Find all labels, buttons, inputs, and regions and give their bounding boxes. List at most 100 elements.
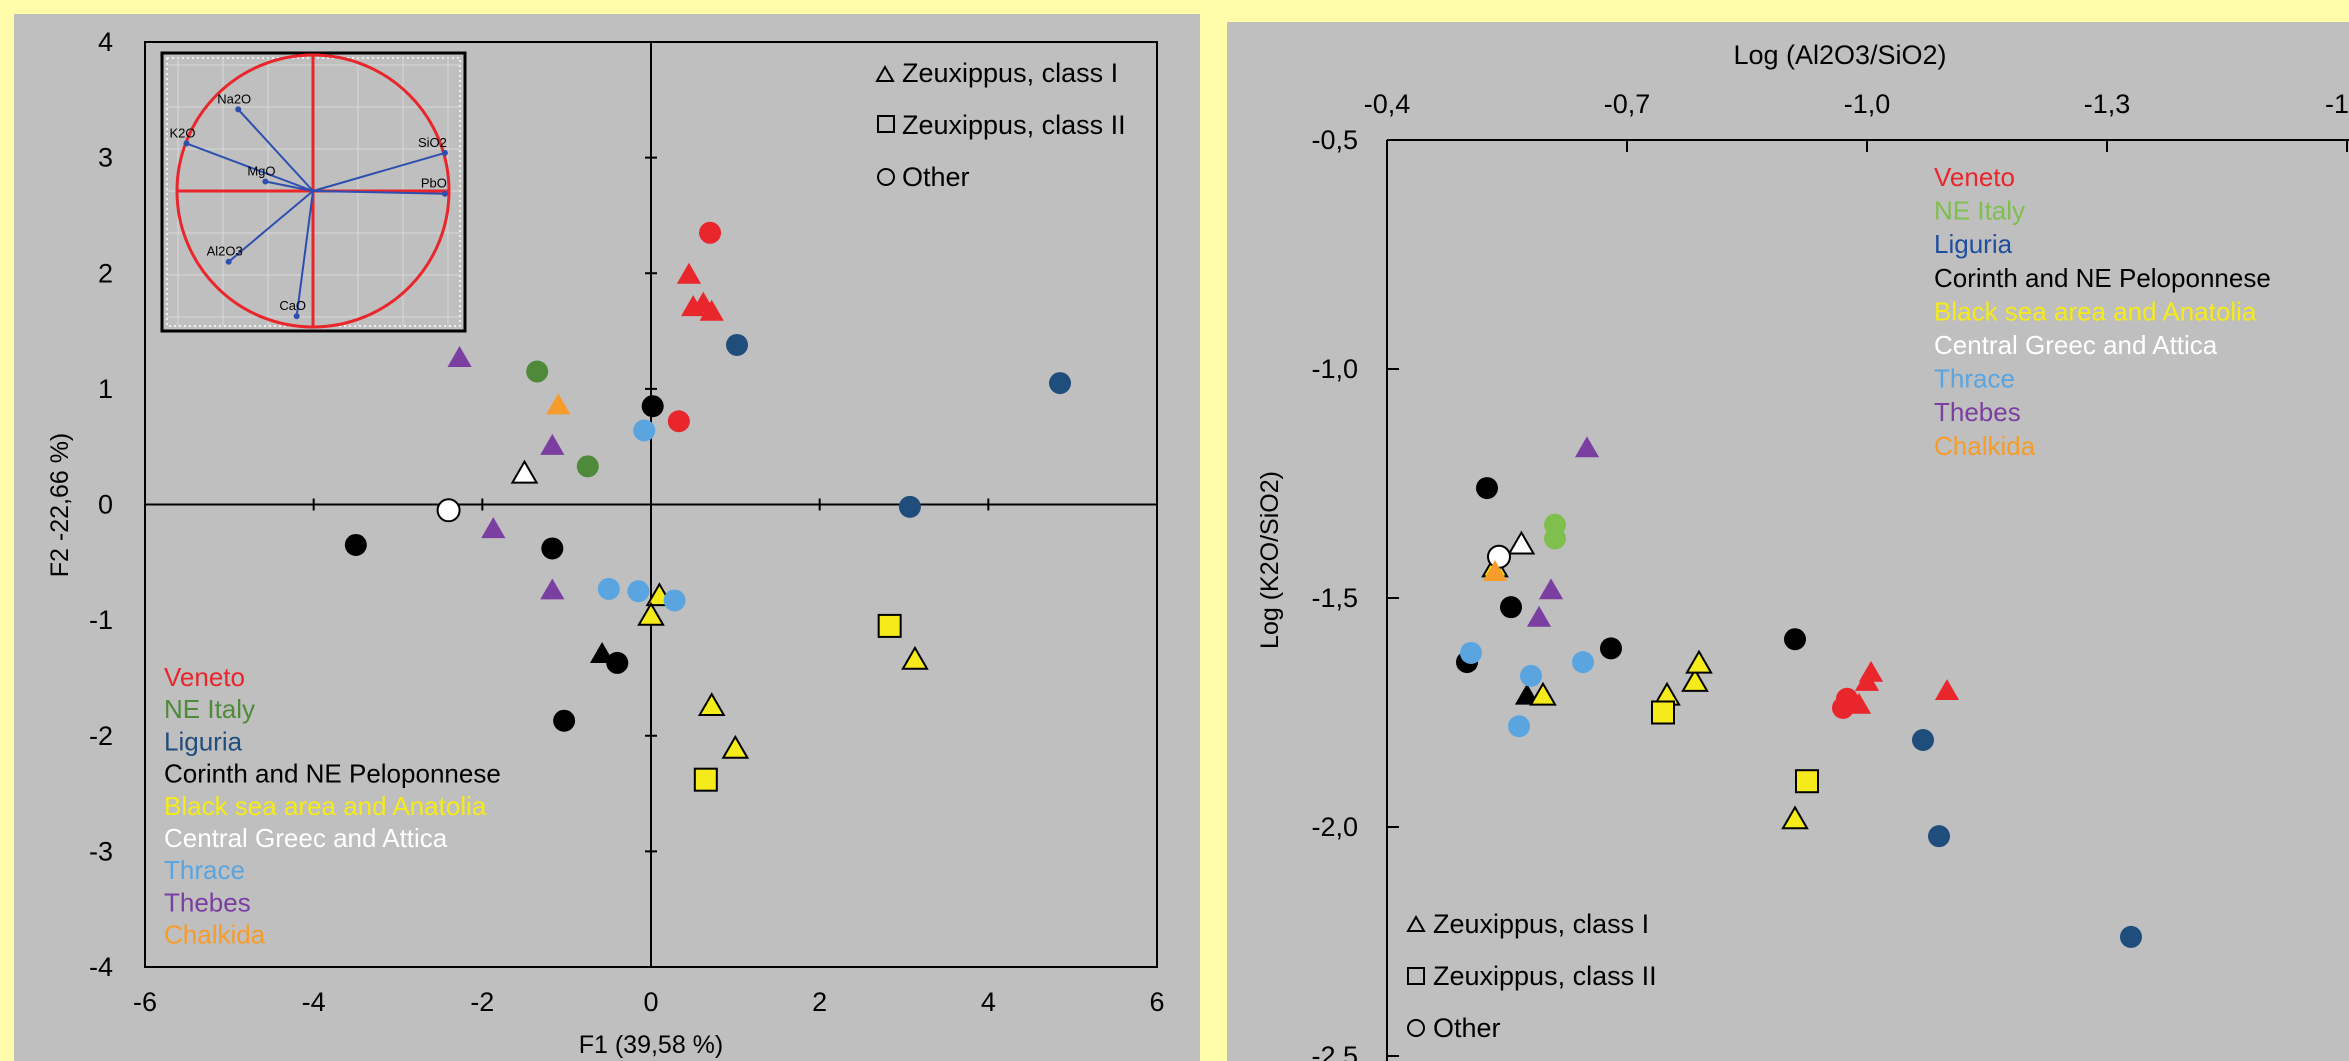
data-point-triangle: [1538, 578, 1564, 600]
data-point-circle: [633, 419, 656, 442]
legend-square-icon: [877, 115, 895, 133]
data-point-triangle: [697, 692, 726, 716]
data-point-circle: [1460, 641, 1482, 664]
data-point-circle: [2120, 925, 2142, 948]
legend-group-label: Thrace: [1934, 364, 2015, 394]
legend-triangle-icon: [875, 64, 895, 82]
inset-variable-label: SiO2: [418, 135, 447, 150]
data-point-triangle: [901, 645, 929, 670]
data-point-triangle: [676, 262, 702, 284]
right-legend-shape-label: Other: [1433, 1013, 1501, 1043]
legend-square-icon: [1407, 967, 1425, 985]
data-point-triangle: [637, 601, 665, 626]
y-tick-label: 1: [98, 374, 113, 404]
inset-variable-label: Al2O3: [207, 244, 243, 259]
data-point-circle: [667, 410, 690, 433]
right-legend-shape-label: Zeuxippus, class I: [1433, 909, 1649, 939]
legend-group-label: Chalkida: [1934, 431, 2036, 461]
data-point-circle: [553, 709, 576, 732]
legend-triangle-icon: [1406, 914, 1426, 932]
left-points: [344, 221, 1072, 792]
data-point-circle: [627, 580, 650, 603]
right-panel-background: [1227, 22, 2349, 1061]
legend-group-label: Liguria: [1934, 229, 2013, 259]
inset-vector: [186, 142, 314, 192]
y-tick-label: 4: [98, 27, 113, 57]
data-point-circle: [1600, 637, 1622, 660]
legend-group-label: Thebes: [164, 887, 251, 917]
data-point-triangle: [1526, 605, 1552, 627]
legend-group-label: Central Greec and Attica: [1934, 330, 2218, 360]
data-point-circle: [344, 533, 367, 556]
data-point-triangle: [447, 346, 472, 367]
y-tick-label: -4: [89, 952, 113, 982]
right-points: [1456, 436, 2142, 948]
legend-group-label: Thrace: [164, 855, 245, 885]
inset-vector: [228, 190, 314, 263]
legend-group-label: Liguria: [164, 726, 243, 756]
x-tick-label: 2: [812, 987, 827, 1017]
legend-group-label: Veneto: [1934, 162, 2015, 192]
right-legend-shape-label: Zeuxippus, class II: [1433, 961, 1657, 991]
x-tick-label: -6: [133, 987, 157, 1017]
inset-vector-end: [293, 313, 300, 320]
data-point-triangle: [1846, 692, 1872, 714]
data-point-triangle: [540, 433, 565, 455]
legend-group-label: NE Italy: [164, 694, 255, 724]
data-point-triangle: [1681, 667, 1709, 692]
data-point-circle: [1476, 477, 1498, 500]
data-point-circle: [1520, 664, 1542, 687]
inset-vector-end: [441, 190, 448, 197]
inset-variable-label: MgO: [247, 163, 275, 178]
left-panel: -6 -4 -2 0 2 4 6 -4 -3 -2 -1 0 1 2 3 4 F1 (39,58 %) F2 …: [14, 14, 1200, 1061]
legend-group-label: Thebes: [1934, 397, 2021, 427]
data-point-square: [1795, 769, 1819, 794]
y-tick-label: -2,5: [1311, 1041, 1358, 1061]
left-ticks: -6 -4 -2 0 2 4 6 -4 -3 -2 -1 0 1 2 3 4: [89, 27, 1165, 1017]
legend-group-label: Central Greec and Attica: [164, 823, 448, 853]
x-tick-label: -1,: [2325, 89, 2349, 119]
y-tick-label: -1,0: [1311, 354, 1358, 384]
data-point-circle: [1928, 825, 1950, 848]
inset-vector-end: [235, 106, 242, 113]
inset-vectors: Na2O K2O MgO SiO2 PbO Al2O3 CaO: [170, 91, 448, 320]
legend-circle-icon: [877, 168, 895, 186]
y-tick-label: 0: [98, 490, 113, 520]
legend-group-label: Black sea area and Anatolia: [1934, 296, 2257, 326]
data-point-circle: [898, 495, 921, 518]
data-point-circle: [526, 360, 549, 383]
x-tick-label: -1,0: [1844, 89, 1891, 119]
x-tick-label: 4: [981, 987, 996, 1017]
data-point-triangle: [1685, 649, 1713, 674]
inset-variable-label: CaO: [279, 298, 306, 313]
inset-variable-label: Na2O: [217, 91, 251, 106]
inset-vector-end: [183, 140, 190, 147]
legend-group-label: Corinth and NE Peloponnese: [1934, 263, 2271, 293]
inset-vector: [295, 190, 314, 317]
data-point-circle: [663, 589, 686, 612]
legend-group-label: Chalkida: [164, 920, 266, 950]
data-point-circle: [576, 455, 599, 478]
x-tick-label: -4: [302, 987, 326, 1017]
data-point-square: [877, 613, 902, 638]
data-point-triangle: [546, 393, 571, 415]
y-tick-label: -2: [89, 721, 113, 751]
data-point-triangle: [1574, 436, 1600, 458]
inset-vector: [265, 180, 314, 192]
inset-vector-end: [262, 178, 269, 185]
x-tick-label: -0,4: [1364, 89, 1411, 119]
x-tick-label: -0,7: [1604, 89, 1651, 119]
x-tick-label: 6: [1149, 987, 1164, 1017]
y-tick-label: -1: [89, 605, 113, 635]
x-tick-label: 0: [643, 987, 658, 1017]
data-point-circle: [1487, 544, 1511, 569]
data-point-square: [693, 767, 718, 792]
data-point-triangle: [1482, 560, 1508, 581]
data-point-circle: [541, 537, 564, 560]
inset-loading-plot: Na2O K2O MgO SiO2 PbO Al2O3 CaO: [160, 51, 467, 333]
data-point-circle: [699, 221, 722, 244]
right-y-axis-label: Log (K2O/SiO2): [1256, 471, 1284, 649]
